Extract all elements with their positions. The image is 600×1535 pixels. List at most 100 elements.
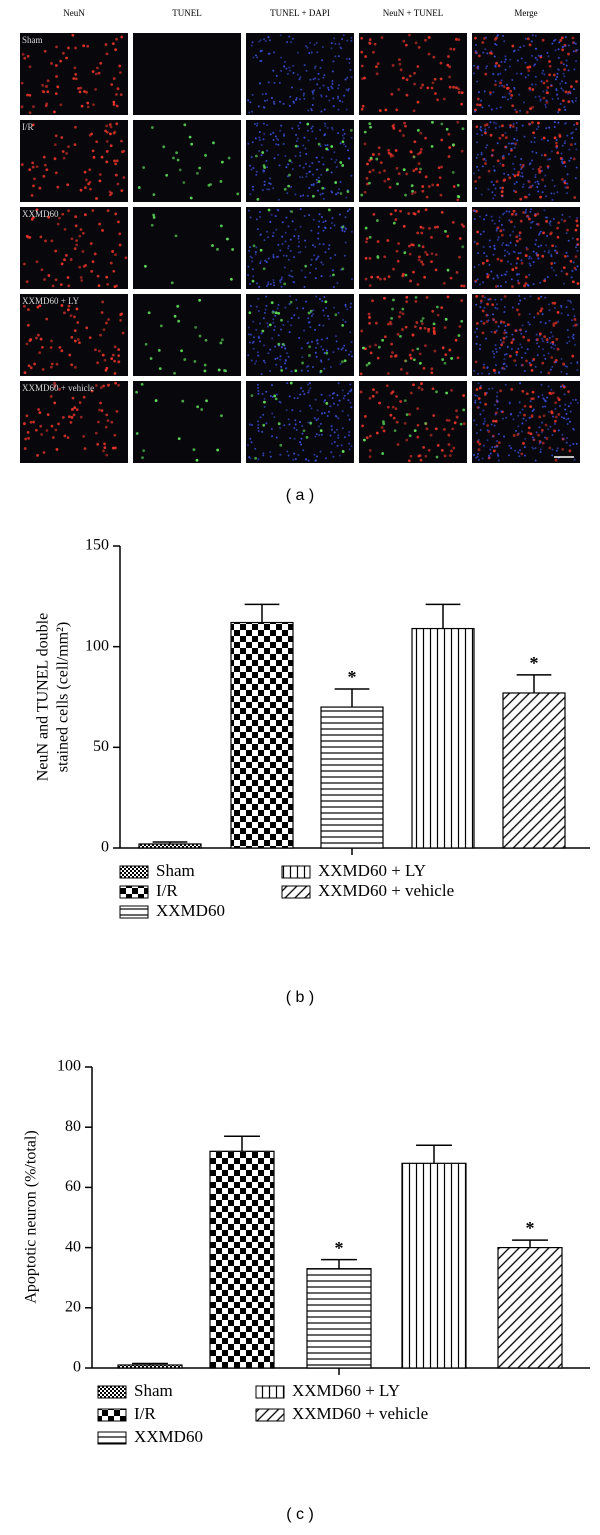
cell-dot <box>265 160 268 163</box>
cell-dot <box>485 123 489 126</box>
cell-dot <box>548 126 551 129</box>
cell-dot <box>539 309 543 313</box>
cell-dot <box>504 324 507 327</box>
cell-dot <box>257 427 260 430</box>
cell-dot <box>503 273 506 276</box>
cell-dot <box>257 458 260 461</box>
cell-dot <box>279 249 282 252</box>
cell-dot <box>562 384 565 387</box>
cell-dot <box>565 441 568 444</box>
cell-dot <box>102 384 105 388</box>
y-tick-label: 0 <box>73 1359 81 1376</box>
cell-dot <box>556 226 559 230</box>
cell-dot <box>195 458 199 462</box>
cell-dot <box>360 36 364 40</box>
cell-dot <box>476 103 479 107</box>
cell-dot <box>404 124 407 128</box>
cell-dot <box>420 322 424 326</box>
cell-dot <box>561 46 564 49</box>
cell-dot <box>414 41 418 45</box>
cell-dot <box>511 125 515 128</box>
cell-dot <box>67 46 70 50</box>
cell-dot <box>266 322 269 325</box>
cell-dot <box>89 187 92 191</box>
cell-dot <box>55 75 58 78</box>
cell-dot <box>104 425 108 429</box>
cell-dot <box>494 320 498 324</box>
cell-dot <box>292 280 295 283</box>
cell-dot <box>383 179 387 183</box>
cell-dot <box>503 60 506 63</box>
cell-dot <box>433 225 437 229</box>
cell-dot <box>527 217 531 221</box>
cell-dot <box>340 360 344 364</box>
cell-dot <box>397 172 401 176</box>
cell-dot <box>540 295 543 298</box>
cell-dot <box>531 150 534 153</box>
cell-dot <box>392 416 396 420</box>
cell-dot <box>249 193 252 196</box>
cell-dot <box>250 168 253 171</box>
cell-dot <box>109 132 112 136</box>
cell-dot <box>501 340 505 344</box>
cell-dot <box>339 46 342 49</box>
cell-dot <box>415 321 419 324</box>
cell-dot <box>314 459 317 462</box>
cell-dot <box>89 242 93 245</box>
cell-dot <box>412 109 416 113</box>
cell-dot <box>319 66 322 69</box>
cell-dot <box>513 167 516 170</box>
cell-dot <box>266 124 269 127</box>
cell-dot <box>115 104 119 108</box>
cell-dot <box>348 442 351 445</box>
cell-dot <box>183 358 187 361</box>
cell-dot <box>519 46 522 49</box>
cell-dot <box>384 108 388 112</box>
cell-dot <box>307 311 311 315</box>
cell-dot <box>378 171 382 175</box>
cell-dot <box>280 365 283 368</box>
cell-dot <box>283 60 286 63</box>
cell-dot <box>546 91 549 95</box>
cell-dot <box>553 126 556 129</box>
cell-dot <box>489 93 492 96</box>
cell-dot <box>29 420 33 424</box>
cell-dot <box>50 339 53 343</box>
cell-dot <box>321 46 324 49</box>
cell-dot <box>310 258 313 261</box>
cell-dot <box>522 165 525 168</box>
cell-dot <box>262 359 265 362</box>
cell-dot <box>531 159 534 162</box>
cell-dot <box>500 195 503 198</box>
cell-dot <box>307 365 310 368</box>
cell-dot <box>306 46 309 49</box>
cell-dot <box>69 421 73 424</box>
cell-dot <box>291 220 294 223</box>
cell-dot <box>365 176 369 180</box>
cell-dot <box>333 440 336 443</box>
cell-dot <box>307 459 310 462</box>
cell-dot <box>475 242 479 246</box>
cell-dot <box>556 311 560 314</box>
cell-dot <box>531 436 534 439</box>
cell-dot <box>322 243 325 246</box>
cell-dot <box>564 108 567 111</box>
cell-dot <box>268 182 271 185</box>
cell-dot <box>94 431 98 435</box>
cell-dot <box>93 252 97 256</box>
cell-dot <box>574 42 577 45</box>
cell-dot <box>532 261 535 264</box>
cell-dot <box>391 405 395 409</box>
cell-dot <box>105 124 109 128</box>
cell-dot <box>548 73 551 77</box>
cell-dot <box>575 122 579 125</box>
cell-dot <box>434 253 438 257</box>
cell-dot <box>503 178 507 182</box>
cell-dot <box>492 165 495 168</box>
cell-dot <box>500 223 503 226</box>
cell-dot <box>78 265 82 269</box>
cell-dot <box>279 279 282 282</box>
cell-dot <box>299 393 302 396</box>
cell-dot <box>38 186 42 190</box>
cell-dot <box>553 184 556 187</box>
